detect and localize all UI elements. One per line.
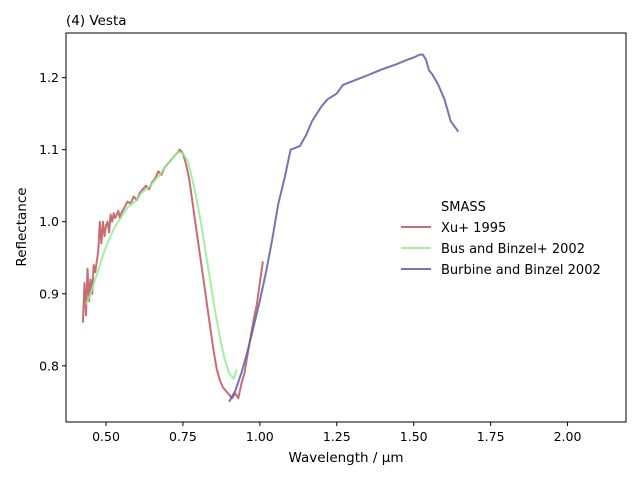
x-tick-label: 1.50	[400, 429, 428, 444]
x-tick-label: 1.75	[477, 429, 505, 444]
plot-frame	[65, 32, 627, 423]
legend-title: SMASS	[441, 200, 486, 215]
x-tick-label: 1.25	[323, 429, 351, 444]
series-layer	[81, 53, 460, 403]
legend-label-2: Bus and Binzel+ 2002	[441, 242, 585, 257]
legend-label-1: Xu+ 1995	[441, 221, 506, 236]
legend-entries: Xu+ 1995 Bus and Binzel+ 2002 Burbine and …	[401, 221, 601, 278]
series-line-3	[228, 53, 460, 403]
ticks-layer: 0.50 0.75 1.00 1.25 1.50 1.75 2.00 0.8 0.9 1.0 1.1…	[39, 70, 581, 444]
y-tick-label: 1.0	[39, 214, 59, 229]
x-tick-label: 2.00	[554, 429, 582, 444]
x-tick-label: 1.00	[246, 429, 274, 444]
y-tick-label: 0.9	[39, 286, 59, 301]
x-axis-label: Wavelength / µm	[289, 450, 404, 466]
series-line-1	[81, 148, 264, 400]
x-tick-label: 0.75	[169, 429, 197, 444]
series-line-2	[85, 150, 238, 380]
y-tick-label: 1.1	[39, 142, 59, 157]
x-tick-label: 0.50	[92, 429, 120, 444]
y-axis-label: Reflectance	[14, 187, 30, 266]
legend-label-3: Burbine and Binzel 2002	[441, 263, 601, 278]
y-tick-label: 1.2	[39, 70, 59, 85]
chart-title: (4) Vesta	[66, 13, 127, 29]
legend: SMASS Xu+ 1995 Bus and Binzel+ 2002 Burbin…	[401, 200, 601, 278]
y-tick-label: 0.8	[39, 358, 59, 373]
